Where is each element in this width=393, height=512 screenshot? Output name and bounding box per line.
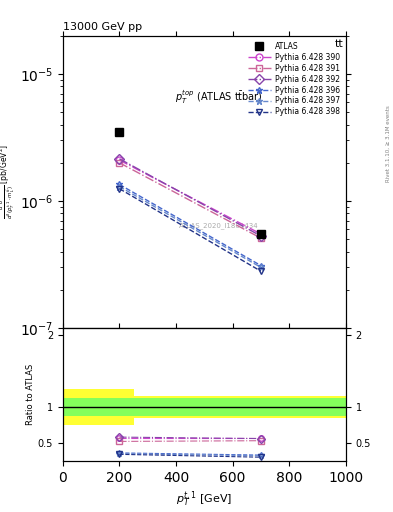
Line: Pythia 6.428 390: Pythia 6.428 390 bbox=[116, 157, 264, 238]
Bar bbox=[134, 396, 346, 418]
Pythia 6.428 392 bbox=[117, 156, 122, 162]
Line: Pythia 6.428 398: Pythia 6.428 398 bbox=[116, 185, 264, 275]
Line: Pythia 6.428 397: Pythia 6.428 397 bbox=[116, 183, 264, 271]
Text: Rivet 3.1.10, ≥ 3.1M events: Rivet 3.1.10, ≥ 3.1M events bbox=[386, 105, 391, 182]
Text: ATLAS_2020_I1801434: ATLAS_2020_I1801434 bbox=[179, 222, 258, 229]
Bar bbox=[63, 398, 346, 416]
Pythia 6.428 398 bbox=[259, 268, 263, 274]
Legend: ATLAS, Pythia 6.428 390, Pythia 6.428 391, Pythia 6.428 392, Pythia 6.428 396, P: ATLAS, Pythia 6.428 390, Pythia 6.428 39… bbox=[246, 39, 342, 119]
Line: Pythia 6.428 391: Pythia 6.428 391 bbox=[116, 159, 264, 242]
Pythia 6.428 397 bbox=[117, 183, 122, 189]
X-axis label: $p_T^{t,1}$ [GeV]: $p_T^{t,1}$ [GeV] bbox=[176, 490, 233, 510]
Line: Pythia 6.428 396: Pythia 6.428 396 bbox=[116, 181, 264, 269]
Pythia 6.428 391 bbox=[117, 160, 122, 166]
Pythia 6.428 397 bbox=[259, 264, 263, 270]
Text: $p_T^{top}$ (ATLAS t$\bar{\rm t}$bar): $p_T^{top}$ (ATLAS t$\bar{\rm t}$bar) bbox=[174, 89, 263, 106]
Text: tt: tt bbox=[334, 39, 343, 49]
ATLAS bbox=[259, 231, 263, 237]
Pythia 6.428 390 bbox=[259, 231, 263, 237]
Pythia 6.428 392 bbox=[259, 233, 263, 239]
Line: Pythia 6.428 392: Pythia 6.428 392 bbox=[116, 155, 264, 240]
Y-axis label: $\frac{d^2\sigma^{tu}}{d^2(p_T^{t,1} \cdot m_L^{t\bar{t}})}$ [pb/GeV$^2$]: $\frac{d^2\sigma^{tu}}{d^2(p_T^{t,1} \cd… bbox=[0, 144, 17, 220]
Pythia 6.428 396 bbox=[117, 181, 122, 187]
Text: 13000 GeV pp: 13000 GeV pp bbox=[63, 23, 142, 32]
Y-axis label: Ratio to ATLAS: Ratio to ATLAS bbox=[26, 364, 35, 425]
Pythia 6.428 391 bbox=[259, 235, 263, 241]
Pythia 6.428 396 bbox=[259, 263, 263, 269]
Line: ATLAS: ATLAS bbox=[115, 128, 265, 238]
Bar bbox=[63, 389, 134, 425]
Pythia 6.428 398 bbox=[117, 186, 122, 192]
Pythia 6.428 390 bbox=[117, 157, 122, 163]
ATLAS bbox=[117, 129, 122, 135]
